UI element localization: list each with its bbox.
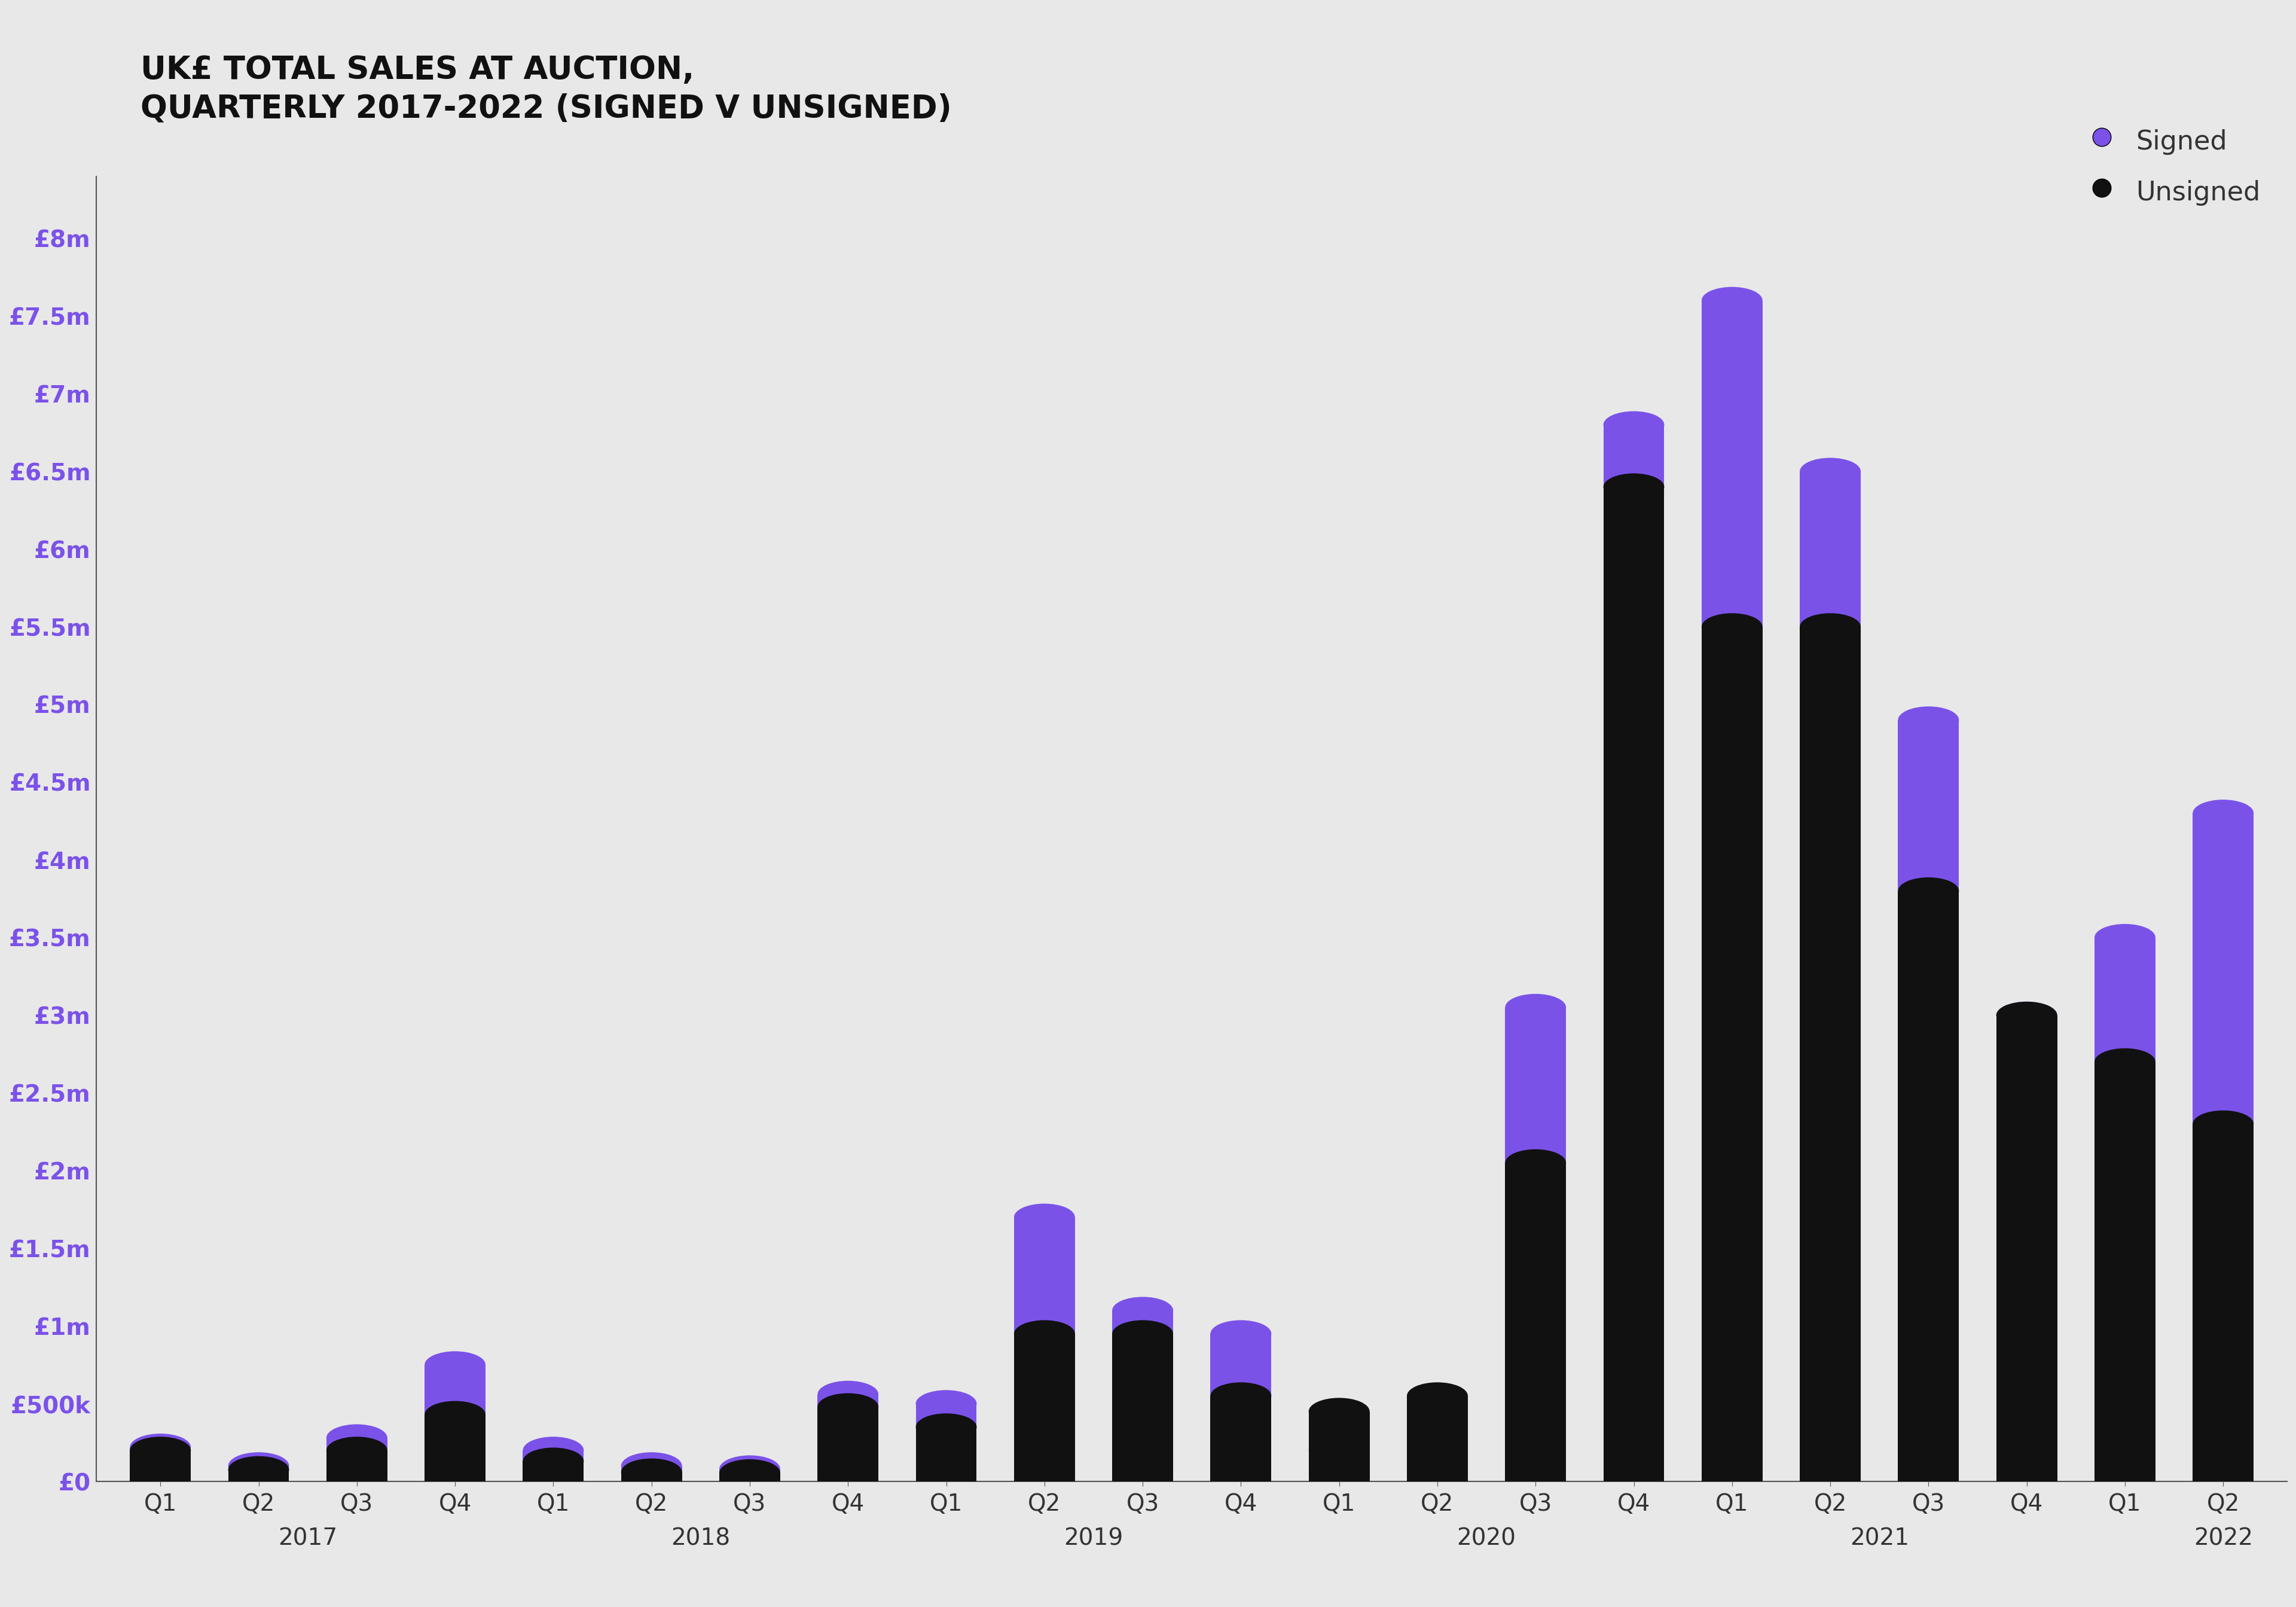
Ellipse shape xyxy=(2193,800,2255,828)
Ellipse shape xyxy=(1210,1321,1272,1347)
Bar xyxy=(1407,1396,1467,1482)
Bar xyxy=(2094,937,2156,1482)
Ellipse shape xyxy=(1800,458,1860,485)
Ellipse shape xyxy=(1407,1382,1467,1409)
Bar xyxy=(1995,1016,2057,1482)
Bar xyxy=(1210,1334,1272,1482)
Bar xyxy=(523,1461,583,1482)
Ellipse shape xyxy=(1899,707,1958,734)
Ellipse shape xyxy=(227,1456,289,1483)
Ellipse shape xyxy=(1309,1437,1371,1464)
Text: 2017: 2017 xyxy=(278,1527,338,1549)
Bar xyxy=(425,1414,484,1482)
Bar xyxy=(131,1451,191,1482)
Text: 2020: 2020 xyxy=(1458,1527,1515,1549)
Bar xyxy=(916,1427,976,1482)
Ellipse shape xyxy=(1899,877,1958,905)
Ellipse shape xyxy=(1309,1398,1371,1425)
Bar xyxy=(1407,1405,1467,1482)
Bar xyxy=(1800,471,1860,1482)
Text: 2018: 2018 xyxy=(670,1527,730,1549)
Ellipse shape xyxy=(719,1456,781,1483)
Bar xyxy=(622,1466,682,1482)
Ellipse shape xyxy=(817,1393,879,1421)
Ellipse shape xyxy=(1603,411,1665,439)
Bar xyxy=(326,1451,388,1482)
Bar xyxy=(1899,890,1958,1482)
Bar xyxy=(1111,1334,1173,1482)
Ellipse shape xyxy=(817,1380,879,1408)
Ellipse shape xyxy=(2193,1110,2255,1138)
Bar xyxy=(719,1469,781,1482)
Bar xyxy=(1603,424,1665,1482)
Bar xyxy=(1899,720,1958,1482)
Ellipse shape xyxy=(1407,1390,1467,1417)
Bar xyxy=(523,1451,583,1482)
Bar xyxy=(326,1438,388,1482)
Bar xyxy=(1015,1334,1075,1482)
Ellipse shape xyxy=(425,1351,484,1379)
Bar xyxy=(1603,487,1665,1482)
Ellipse shape xyxy=(1210,1382,1272,1409)
Ellipse shape xyxy=(719,1459,781,1486)
Bar xyxy=(1506,1163,1566,1482)
Bar xyxy=(817,1406,879,1482)
Ellipse shape xyxy=(1603,474,1665,501)
Bar xyxy=(817,1395,879,1482)
Ellipse shape xyxy=(916,1390,976,1417)
Bar xyxy=(227,1470,289,1482)
Bar xyxy=(227,1466,289,1482)
Ellipse shape xyxy=(916,1414,976,1440)
Bar xyxy=(2193,813,2255,1482)
Ellipse shape xyxy=(523,1437,583,1464)
Ellipse shape xyxy=(523,1448,583,1475)
Bar xyxy=(1111,1310,1173,1482)
Bar xyxy=(916,1405,976,1482)
Bar xyxy=(1701,627,1763,1482)
Ellipse shape xyxy=(1995,1001,2057,1028)
Bar xyxy=(131,1448,191,1482)
Text: UK£ TOTAL SALES AT AUCTION,
QUARTERLY 2017-2022 (SIGNED V UNSIGNED): UK£ TOTAL SALES AT AUCTION, QUARTERLY 20… xyxy=(140,55,951,124)
Ellipse shape xyxy=(1111,1321,1173,1347)
Bar xyxy=(1506,1008,1566,1482)
Bar xyxy=(2094,1062,2156,1482)
Bar xyxy=(622,1472,682,1482)
Bar xyxy=(2193,1123,2255,1482)
Ellipse shape xyxy=(1111,1297,1173,1324)
Bar xyxy=(1210,1396,1272,1482)
Ellipse shape xyxy=(227,1453,289,1480)
Ellipse shape xyxy=(1800,614,1860,641)
Text: 2022: 2022 xyxy=(2193,1527,2252,1549)
Ellipse shape xyxy=(1506,993,1566,1020)
Ellipse shape xyxy=(326,1424,388,1451)
Ellipse shape xyxy=(131,1437,191,1464)
Ellipse shape xyxy=(1701,614,1763,641)
Bar xyxy=(425,1364,484,1482)
Legend: Signed, Unsigned: Signed, Unsigned xyxy=(2076,111,2273,222)
Bar xyxy=(1800,627,1860,1482)
Text: 2021: 2021 xyxy=(1851,1527,1908,1549)
Ellipse shape xyxy=(1015,1204,1075,1231)
Ellipse shape xyxy=(1995,1001,2057,1028)
Ellipse shape xyxy=(622,1453,682,1480)
Ellipse shape xyxy=(2094,924,2156,951)
Ellipse shape xyxy=(2094,1048,2156,1075)
Ellipse shape xyxy=(425,1401,484,1429)
Text: 2019: 2019 xyxy=(1063,1527,1123,1549)
Bar xyxy=(1701,301,1763,1482)
Ellipse shape xyxy=(1015,1321,1075,1347)
Bar xyxy=(1309,1451,1371,1482)
Ellipse shape xyxy=(622,1459,682,1486)
Bar xyxy=(719,1474,781,1482)
Ellipse shape xyxy=(131,1433,191,1461)
Bar xyxy=(1995,1016,2057,1482)
Ellipse shape xyxy=(1701,288,1763,313)
Bar xyxy=(1015,1216,1075,1482)
Bar xyxy=(1309,1411,1371,1482)
Ellipse shape xyxy=(1506,1149,1566,1176)
Ellipse shape xyxy=(326,1437,388,1464)
